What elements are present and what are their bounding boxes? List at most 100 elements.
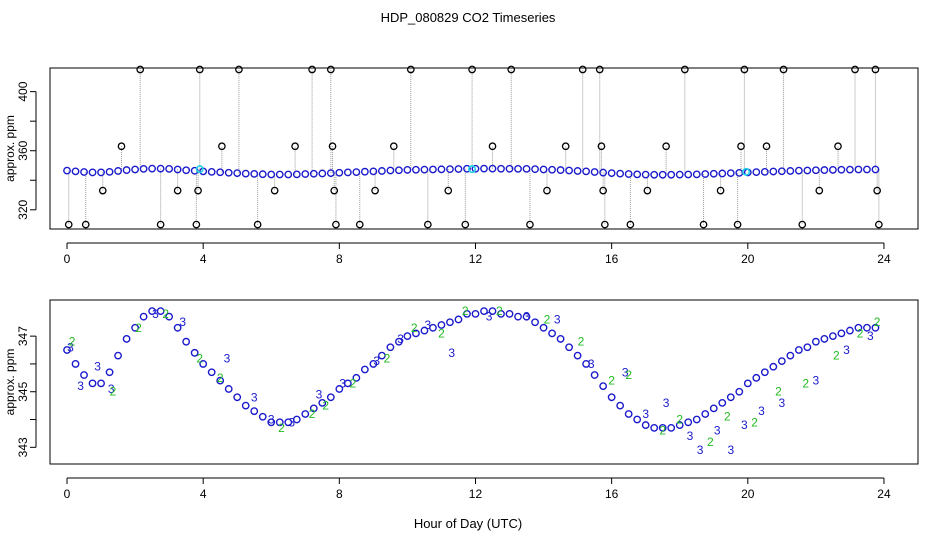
data-point: [488, 307, 497, 316]
data-point: [735, 168, 744, 177]
outlier-point: [253, 220, 262, 229]
data-point: [463, 164, 471, 173]
data-point: [650, 423, 659, 432]
flag-3-point: 3: [251, 390, 258, 404]
flagged-point: [468, 165, 477, 174]
outlier-point: [192, 220, 201, 229]
flag-3-point: 3: [67, 340, 74, 354]
data-point: [624, 170, 633, 178]
data-point: [565, 166, 573, 175]
outlier-point: [332, 220, 340, 229]
outlier-point: [64, 220, 73, 229]
data-point: [250, 407, 259, 416]
outlier-point: [218, 142, 226, 151]
x-tick-label: 16: [605, 252, 619, 266]
data-point: [173, 323, 182, 332]
y-tick-label: 347: [16, 326, 30, 346]
data-point: [769, 362, 778, 371]
flag-3-point: 3: [373, 354, 380, 368]
data-point: [165, 164, 174, 173]
data-point: [863, 323, 871, 332]
outlier-point: [461, 220, 470, 229]
data-point: [641, 170, 650, 179]
data-point: [292, 170, 301, 179]
data-point: [556, 166, 565, 174]
data-point: [650, 170, 659, 179]
data-point: [854, 323, 863, 332]
flag-3-point: 3: [288, 415, 295, 429]
top-panel-all-samples: 0 4 8 12 16 20 24 320 360 400 approx. ppm: [3, 65, 919, 266]
plot-frame: [49, 67, 919, 230]
data-point: [114, 351, 122, 360]
outlier-point: [98, 186, 107, 195]
flag-2-point: 2: [278, 421, 285, 435]
outlier-point: [851, 65, 859, 74]
data-point: [709, 404, 718, 413]
data-point: [318, 398, 327, 407]
outlier-point: [117, 142, 126, 151]
outlier-point: [81, 220, 90, 229]
outlier-point: [600, 220, 609, 229]
data-point: [752, 168, 761, 177]
data-point: [309, 404, 318, 413]
data-point: [182, 337, 191, 346]
data-point: [429, 165, 437, 174]
data-point: [420, 326, 429, 335]
y-axis-label: approx. ppm: [3, 115, 17, 182]
outlier-point: [156, 220, 165, 229]
data-point: [80, 168, 88, 176]
figure-title: HDP_080829 CO2 Timeseries: [381, 10, 556, 25]
flag-2-point: 2: [135, 321, 142, 335]
data-point: [267, 418, 276, 427]
data-point: [539, 165, 548, 174]
x-tick-label: 24: [877, 252, 891, 266]
outlier-point: [597, 142, 606, 151]
outlier-point: [762, 142, 771, 151]
data-point: [590, 371, 599, 379]
outlier-point: [291, 142, 299, 151]
data-point: [292, 415, 301, 424]
outlier-point: [875, 220, 883, 229]
data-point: [182, 166, 191, 175]
data-point: [829, 166, 837, 174]
data-point: [692, 415, 701, 424]
data-point: [284, 418, 293, 427]
data-point: [454, 315, 463, 324]
data-point: [360, 167, 369, 176]
outlier-point: [815, 186, 824, 195]
data-point: [71, 167, 80, 176]
flag-2-point: 2: [350, 376, 357, 390]
flag-2-point: 2: [322, 399, 329, 413]
x-tick-label: 4: [200, 487, 207, 501]
outlier-point: [195, 65, 204, 74]
data-point: [701, 410, 710, 418]
data-point: [463, 309, 471, 318]
flag-3-point: 3: [867, 329, 874, 343]
flag-3-point: 3: [179, 315, 186, 329]
data-point: [548, 329, 556, 338]
outlier-point: [626, 220, 635, 229]
outlier-point: [740, 65, 749, 74]
data-point: [582, 167, 591, 176]
data-point: [573, 351, 582, 360]
data-point: [760, 167, 769, 176]
data-point: [829, 332, 837, 341]
data-point: [275, 418, 284, 427]
data-point: [522, 312, 531, 321]
data-point: [156, 307, 165, 316]
data-point: [114, 167, 122, 175]
data-point: [395, 166, 403, 175]
outlier-point: [235, 65, 243, 74]
data-point: [497, 164, 505, 173]
data-point: [216, 376, 225, 385]
data-point: [369, 360, 378, 368]
data-point: [480, 164, 488, 173]
data-point: [148, 164, 157, 173]
data-point: [607, 393, 616, 402]
data-point: [267, 170, 276, 179]
data-point: [667, 170, 676, 179]
data-point: [777, 167, 786, 176]
y-axis-label: approx. ppm: [3, 349, 17, 416]
x-tick-label: 8: [336, 252, 343, 266]
data-point: [139, 164, 148, 173]
